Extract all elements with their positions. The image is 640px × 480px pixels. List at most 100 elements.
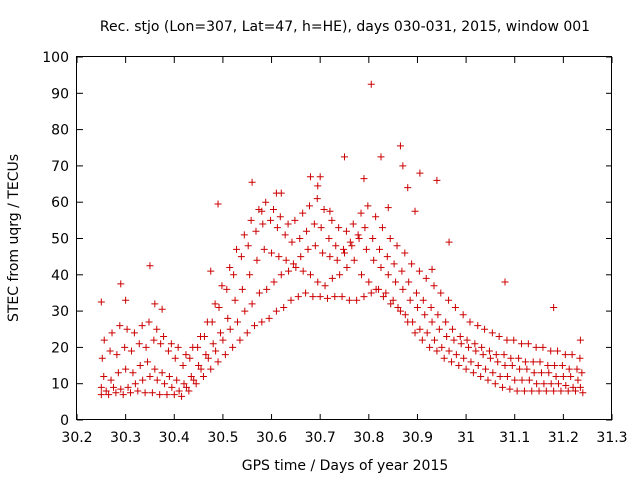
data-point: [252, 227, 260, 235]
data-point: [127, 389, 134, 397]
data-point: [323, 294, 331, 302]
data-point: [167, 340, 175, 348]
data-point: [192, 380, 200, 388]
data-point: [170, 391, 178, 399]
x-tick-label: 30.7: [305, 430, 336, 446]
data-point: [204, 354, 212, 362]
data-point: [392, 278, 400, 286]
data-point: [554, 347, 562, 355]
data-point: [341, 153, 348, 161]
data-point: [361, 224, 369, 232]
y-tick-label: 30: [51, 304, 69, 320]
data-point: [117, 280, 125, 288]
data-point: [113, 351, 121, 359]
data-point: [466, 318, 474, 326]
data-point: [579, 389, 587, 397]
data-point: [178, 392, 186, 400]
data-point: [168, 383, 176, 391]
data-point: [500, 351, 508, 359]
data-point: [97, 383, 105, 391]
data-point: [390, 260, 398, 268]
data-point: [568, 351, 576, 359]
data-point: [207, 365, 215, 373]
data-point: [156, 391, 164, 399]
data-point: [98, 354, 106, 362]
data-point: [455, 362, 463, 370]
data-point: [316, 293, 324, 301]
data-point: [558, 362, 566, 370]
data-point: [284, 220, 292, 228]
data-point: [187, 372, 195, 380]
data-point: [481, 325, 489, 333]
x-tick-label: 30.4: [159, 430, 190, 446]
data-point: [550, 303, 558, 311]
data-point: [146, 372, 154, 380]
data-point: [484, 376, 492, 384]
data-point: [310, 220, 318, 228]
data-point: [338, 293, 346, 301]
data-point: [197, 365, 205, 373]
data-point: [297, 253, 305, 261]
data-point: [428, 318, 436, 326]
data-point: [320, 205, 328, 213]
data-point: [501, 278, 509, 286]
data-point: [576, 336, 584, 344]
x-tick-label: 31.3: [596, 430, 627, 446]
data-point: [248, 300, 256, 308]
data-point: [405, 278, 413, 286]
data-point: [574, 376, 582, 384]
data-point: [398, 267, 406, 275]
data-point: [343, 264, 351, 272]
data-point: [479, 351, 487, 359]
data-point: [265, 314, 273, 322]
data-point: [122, 296, 130, 304]
data-point: [550, 387, 558, 395]
x-tick-label: 30.5: [207, 430, 238, 446]
data-point: [238, 285, 246, 293]
data-point: [303, 227, 311, 235]
data-point: [319, 249, 327, 257]
data-point: [263, 285, 271, 293]
data-point: [530, 369, 538, 377]
data-point: [399, 285, 407, 293]
data-point: [342, 227, 350, 235]
data-point: [211, 300, 219, 308]
x-tick-label: 30.3: [110, 430, 141, 446]
y-tick-label: 10: [51, 377, 69, 393]
data-point: [474, 362, 482, 370]
data-point: [355, 235, 363, 242]
data-point: [341, 249, 348, 257]
data-point: [437, 289, 445, 297]
data-point: [384, 271, 392, 279]
data-point: [314, 278, 322, 286]
y-tick-label: 80: [51, 123, 69, 139]
data-point: [121, 343, 129, 351]
data-point: [157, 340, 165, 348]
data-point: [537, 369, 545, 377]
data-point: [559, 372, 567, 380]
data-point: [440, 354, 448, 362]
data-point: [478, 343, 486, 351]
data-point: [442, 318, 450, 326]
data-point: [209, 340, 217, 348]
data-point: [491, 380, 499, 388]
y-tick-label: 90: [51, 86, 69, 102]
data-point: [510, 336, 518, 344]
data-point: [416, 169, 424, 177]
data-point: [486, 354, 494, 362]
data-point: [389, 296, 397, 304]
y-tick-label: 100: [42, 50, 69, 66]
data-point: [576, 383, 584, 391]
data-point: [430, 282, 438, 290]
data-point: [313, 195, 321, 203]
data-point: [523, 365, 531, 373]
data-point: [567, 372, 575, 380]
data-point: [153, 376, 161, 384]
data-point: [364, 202, 372, 210]
data-point: [142, 343, 150, 351]
data-point: [314, 182, 322, 190]
data-point: [462, 365, 470, 373]
data-point: [124, 383, 132, 391]
data-point: [107, 376, 115, 384]
